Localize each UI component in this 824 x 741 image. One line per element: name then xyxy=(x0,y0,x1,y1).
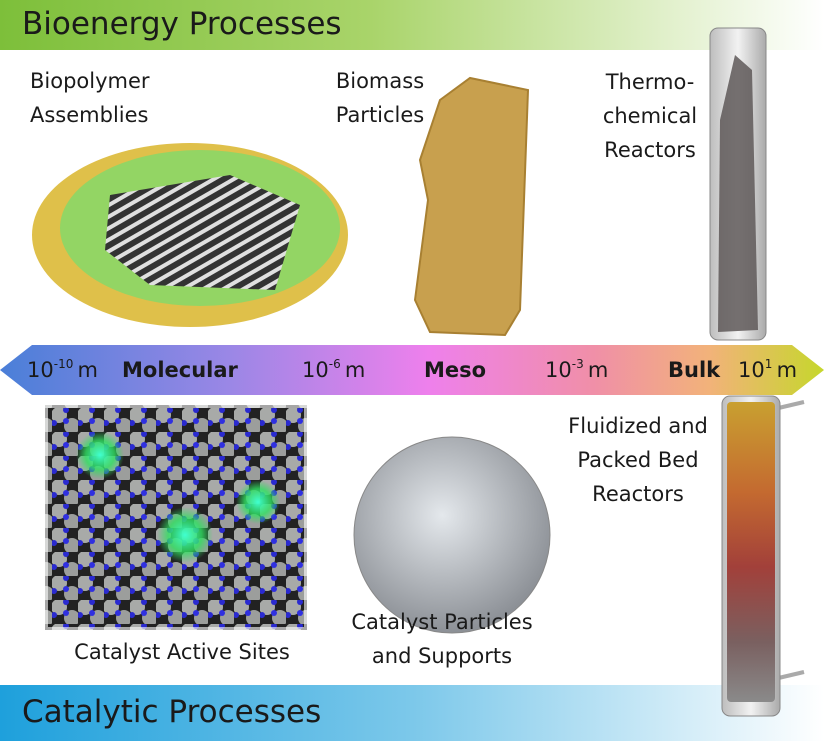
length-unit: m xyxy=(77,358,99,382)
biopolymer-illustration xyxy=(32,143,348,327)
biopolymer-label: Biopolymer Assemblies xyxy=(30,64,150,132)
length-label: 10-6 m xyxy=(302,357,365,383)
length-base: 10 xyxy=(738,358,765,382)
label-line: Biopolymer xyxy=(30,69,150,93)
packed-bed-label: Fluidized and Packed Bed Reactors xyxy=(548,409,728,511)
scale-arrow xyxy=(0,345,824,395)
label-line: Reactors xyxy=(604,138,696,162)
length-exponent: -6 xyxy=(328,357,341,371)
length-unit: m xyxy=(344,358,366,382)
footer-title: Catalytic Processes xyxy=(22,694,322,730)
length-base: 10 xyxy=(302,358,329,382)
header-band xyxy=(0,0,824,50)
length-label: 10-10 m xyxy=(27,357,98,383)
length-exponent: -3 xyxy=(571,357,584,371)
label-line: Catalyst Particles xyxy=(351,610,533,634)
catalyst-particle-illustration xyxy=(353,436,551,634)
header-title: Bioenergy Processes xyxy=(22,6,342,42)
length-exponent: -10 xyxy=(53,357,74,371)
regime-label: Meso xyxy=(424,358,487,382)
label-line: Reactors xyxy=(592,482,684,506)
catalyst-particle-label: Catalyst Particles and Supports xyxy=(332,605,552,673)
packed-bed-reactor-illustration xyxy=(721,395,805,717)
thermochemical-reactor-illustration xyxy=(709,27,767,341)
length-unit: m xyxy=(776,358,798,382)
label-line: and Supports xyxy=(371,644,513,668)
label-line: Biomass xyxy=(335,69,425,93)
length-label: 10-3 m xyxy=(545,357,608,383)
label-line: Fluidized and xyxy=(568,414,708,438)
label-line: Packed Bed xyxy=(577,448,699,472)
regime-label: Molecular xyxy=(122,358,238,382)
length-label: 101 m xyxy=(738,357,797,383)
active-sites-label: Catalyst Active Sites xyxy=(52,635,312,669)
regime-label: Bulk xyxy=(668,358,721,382)
length-unit: m xyxy=(587,358,609,382)
biomass-label: Biomass Particles xyxy=(310,64,450,132)
thermochemical-label: Thermo-chemical Reactors xyxy=(580,65,720,167)
footer-band xyxy=(0,685,824,741)
length-exponent: 1 xyxy=(764,357,773,371)
length-base: 10 xyxy=(545,358,572,382)
biomass-illustration xyxy=(413,76,530,337)
length-base: 10 xyxy=(27,358,54,382)
label-line: Particles xyxy=(335,103,425,127)
label-line: Assemblies xyxy=(30,103,149,127)
label-line: chemical xyxy=(602,104,698,128)
label-line: Catalyst Active Sites xyxy=(74,640,290,664)
active-sites-illustration xyxy=(42,402,310,633)
label-line: Thermo- xyxy=(605,70,695,94)
